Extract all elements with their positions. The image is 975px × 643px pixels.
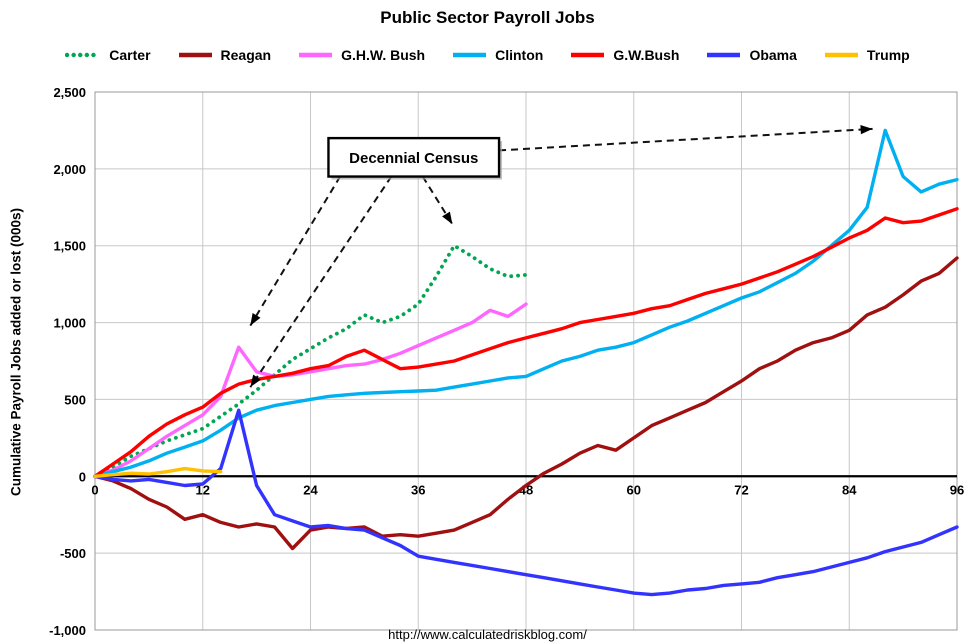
census-arrow [499,127,873,152]
legend-item-carter: Carter [65,47,151,63]
legend-item-reagan: Reagan [177,47,272,63]
x-tick-label: 0 [91,482,98,497]
chart-title: Public Sector Payroll Jobs [380,8,595,27]
legend-swatch-ghw-bush [299,52,333,58]
legend-item-clinton: Clinton [451,47,543,63]
x-tick-label: 24 [303,482,318,497]
x-tick-label: 36 [411,482,425,497]
y-tick-label: 2,000 [53,162,86,177]
x-tick-label: 48 [519,482,533,497]
legend: Carter Reagan G.H.W. Bush Clinton G.W.Bush Ob… [0,47,975,63]
series-lines [93,128,959,597]
series-line-reagan [93,256,959,551]
annotation-decennial-census: Decennial Census [249,125,873,388]
annotation-label: Decennial Census [349,150,478,167]
y-tick-label: 500 [64,392,86,407]
y-tick-label: 1,500 [53,239,86,254]
x-tick-label: 12 [196,482,210,497]
arrowhead [442,211,453,225]
series-line-ghw-bush [93,302,528,478]
y-tick-label: -500 [60,546,86,561]
y-tick-label: 2,500 [53,85,86,100]
x-tick-label: 72 [734,482,748,497]
arrowhead [250,313,261,326]
y-tick-label: 0 [79,469,86,484]
legend-swatch-gw-bush [571,52,605,58]
series-line-gw-bush [93,207,959,478]
legend-label: G.W.Bush [613,47,680,63]
legend-swatch-reagan [178,52,212,58]
legend-label: Carter [109,47,151,63]
legend-label: G.H.W. Bush [341,47,426,63]
legend-label: Obama [749,47,797,63]
legend-item-obama: Obama [705,47,797,63]
x-tick-label: 96 [950,482,964,497]
arrowhead [250,374,261,388]
legend-item-ghw-bush: G.H.W. Bush [297,47,425,63]
census-arrow [249,175,393,388]
legend-swatch-carter [65,52,103,58]
series-line-clinton [93,128,959,478]
gridlines [94,91,958,631]
x-tick-label: 60 [627,482,641,497]
census-arrow [249,176,341,327]
legend-swatch-clinton [453,52,487,58]
series-line-trump [93,466,223,478]
annotation-box [327,136,501,178]
legend-label: Clinton [495,47,544,63]
census-arrow [421,176,454,225]
plot-border [94,91,958,631]
y-tick-label: 1,000 [53,316,86,331]
legend-item-gw-bush: G.W.Bush [569,47,679,63]
legend-label: Reagan [220,47,272,63]
axis-tick-labels: 2,500 2,000 1,500 1,000 500 0 -500 -1,000 0 12 24 3… [49,85,964,638]
arrowhead [860,125,873,135]
x-tick-label: 84 [842,482,857,497]
legend-label: Trump [866,47,910,63]
source-url: http://www.calculatedriskblog.com/ [388,627,587,642]
legend-swatch-obama [707,52,741,58]
series-line-obama [93,408,959,597]
legend-swatch-trump [824,52,858,58]
y-tick-label: -1,000 [49,623,86,638]
legend-item-trump: Trump [823,47,910,63]
